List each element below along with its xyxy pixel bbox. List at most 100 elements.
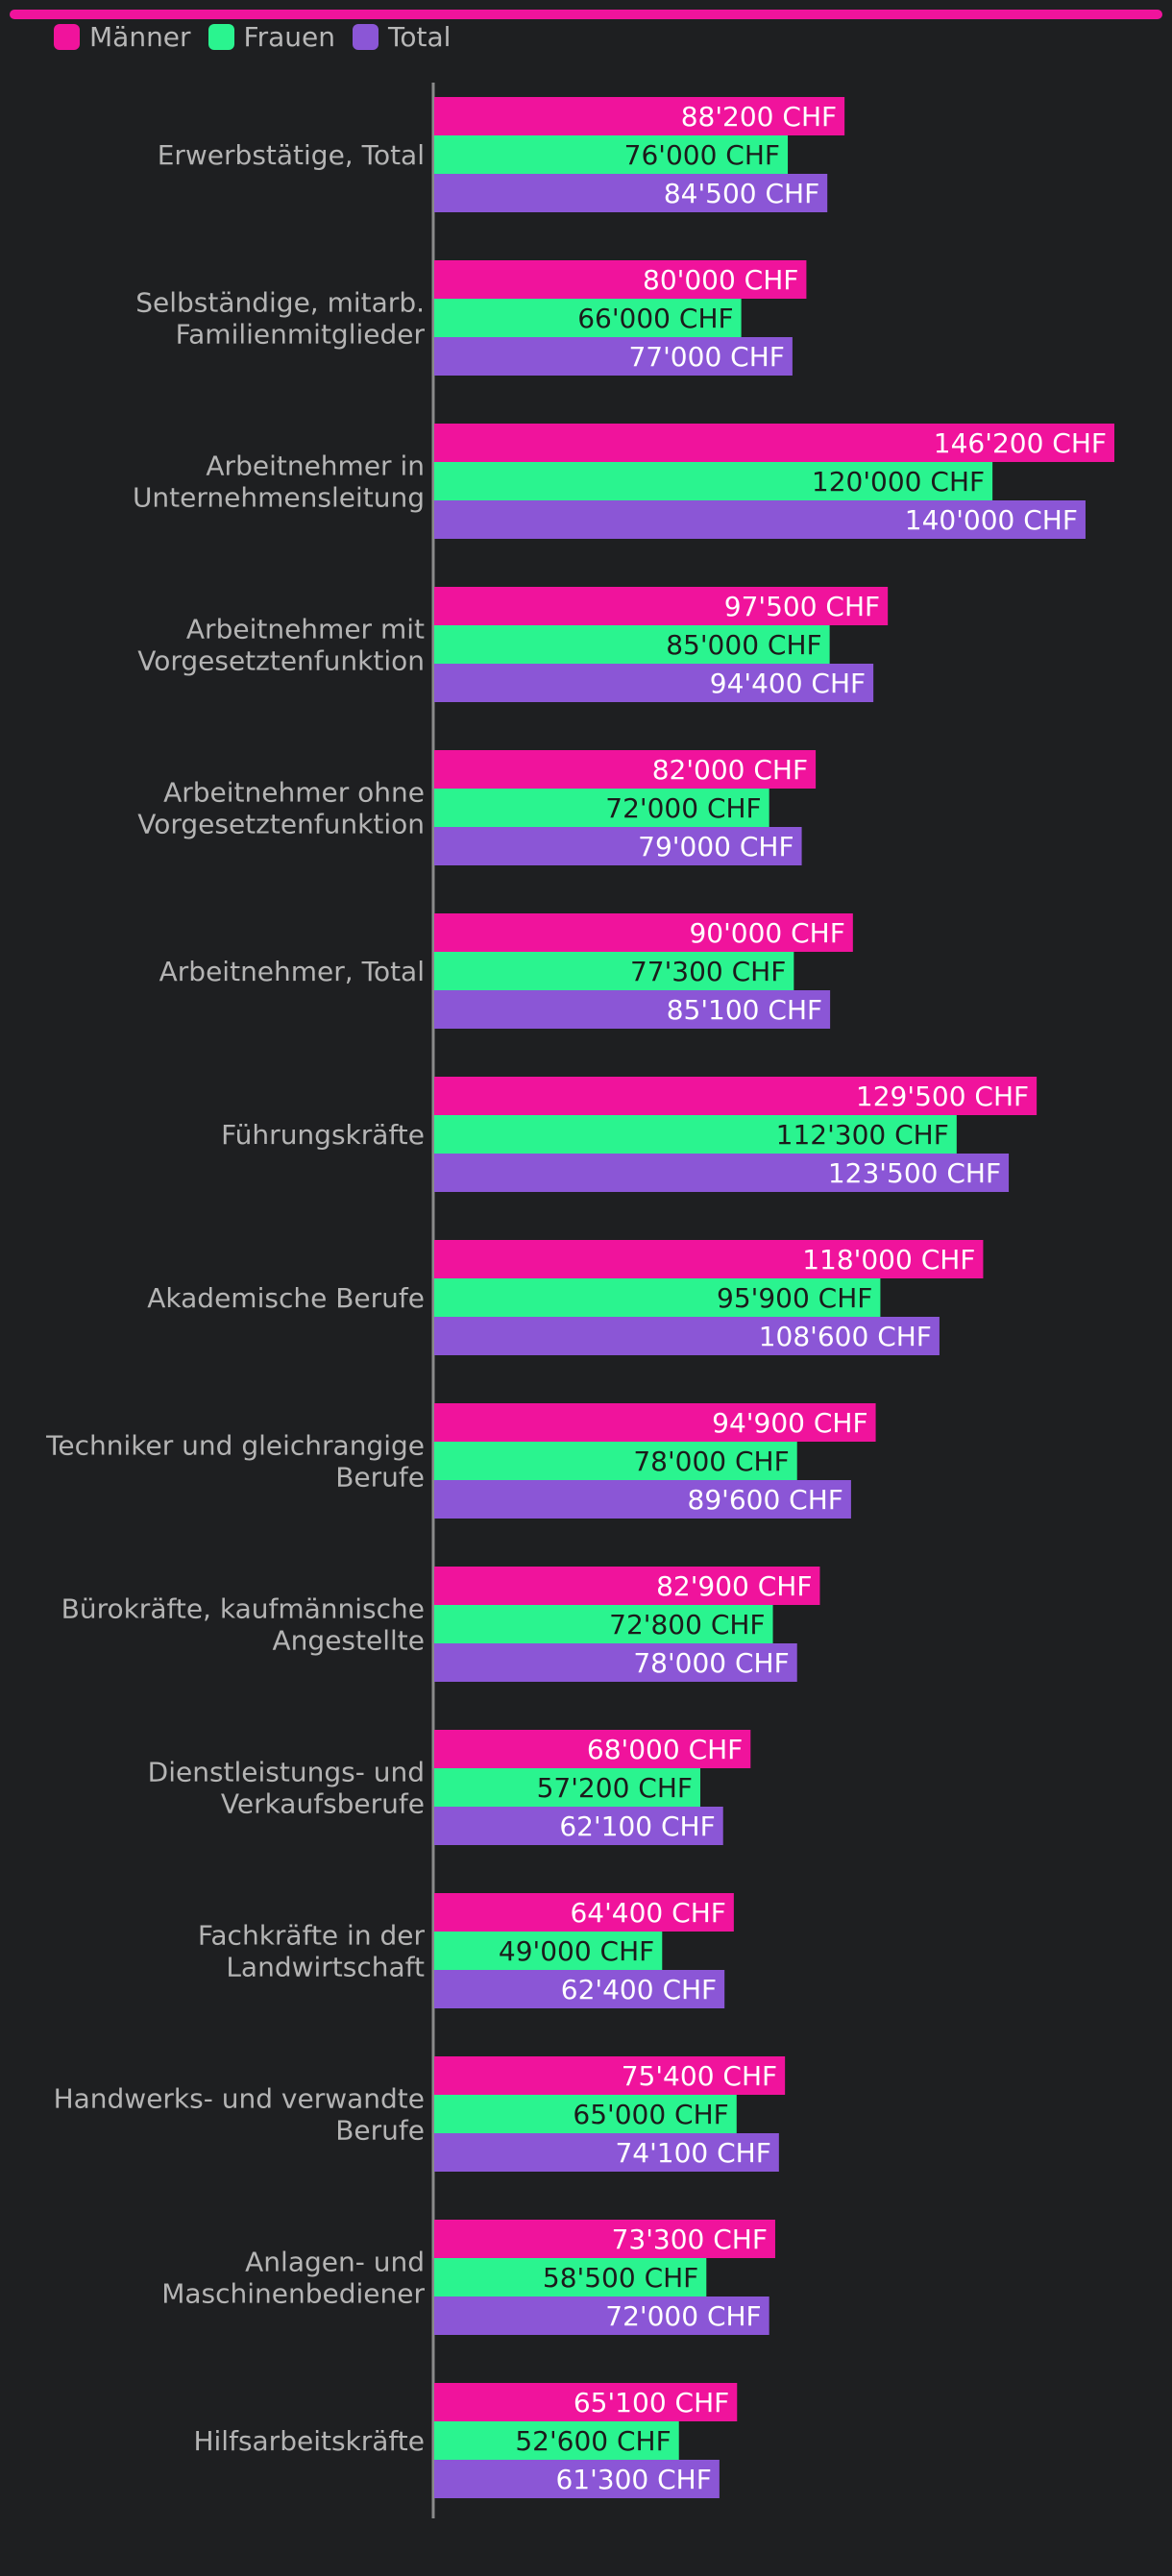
bar-total-hilfsarbeitskraefte[interactable] <box>434 2460 720 2498</box>
bar-value-label: 66'000 CHF <box>577 303 733 334</box>
bar-total-akademische-berufe[interactable] <box>434 1317 940 1355</box>
bar-value-label: 77'300 CHF <box>630 956 786 987</box>
bar-maenner-hilfsarbeitskraefte[interactable] <box>434 2383 738 2421</box>
legend-item-maenner[interactable]: Männer <box>54 21 191 53</box>
bar-frauen-selbstaendige-mitarb-familienmitglieder[interactable] <box>434 299 742 337</box>
bar-value-label: 78'000 CHF <box>633 1647 789 1679</box>
bar-frauen-anlagen-und-maschinenbediener[interactable] <box>434 2258 707 2297</box>
bar-value-label: 88'200 CHF <box>681 101 837 133</box>
bar-frauen-handwerks-und-verwandte-berufe[interactable] <box>434 2095 737 2133</box>
category-label-line: Fachkräfte in der <box>198 1920 426 1952</box>
bar-value-label: 90'000 CHF <box>689 917 844 949</box>
bar-maenner-selbstaendige-mitarb-familienmitglieder[interactable] <box>434 260 807 299</box>
bar-frauen-akademische-berufe[interactable] <box>434 1278 881 1317</box>
bar-frauen-hilfsarbeitskraefte[interactable] <box>434 2421 679 2460</box>
category-label-fuehrungskraefte: Führungskräfte <box>221 1119 425 1151</box>
category-label-dienstleistungs-und-verkaufsberufe: Dienstleistungs- und Verkaufsberufe <box>148 1757 425 1820</box>
category-label-buerokraefte-kaufmaennische-angestellte: Bürokräfte, kaufmännische Angestellte <box>61 1593 425 1657</box>
bar-frauen-arbeitnehmer-in-unternehmensleitung[interactable] <box>434 462 993 500</box>
legend-item-frauen[interactable]: Frauen <box>208 21 335 53</box>
bar-total-selbstaendige-mitarb-familienmitglieder[interactable] <box>434 337 793 376</box>
bar-value-label: 57'200 CHF <box>537 1772 693 1804</box>
category-label-line: Vorgesetztenfunktion <box>137 809 425 840</box>
category-label-anlagen-und-maschinenbediener: Anlagen- und Maschinenbediener <box>161 2247 425 2310</box>
bar-maenner-erwerbstaetige-total[interactable] <box>434 97 845 135</box>
legend-swatch-frauen <box>208 24 234 50</box>
category-label-handwerks-und-verwandte-berufe: Handwerks- und verwandte Berufe <box>54 2083 425 2147</box>
legend-label-maenner: Männer <box>89 21 191 53</box>
bar-value-label: 75'400 CHF <box>622 2060 777 2092</box>
legend-swatch-maenner <box>54 24 80 50</box>
bar-value-label: 84'500 CHF <box>664 178 819 209</box>
bar-maenner-akademische-berufe[interactable] <box>434 1240 984 1278</box>
bar-total-arbeitnehmer-in-unternehmensleitung[interactable] <box>434 500 1086 539</box>
bar-frauen-fachkraefte-in-der-landwirtschaft[interactable] <box>434 1932 663 1970</box>
category-label-arbeitnehmer-in-unternehmensleitung: Arbeitnehmer in Unternehmensleitung <box>133 450 425 514</box>
bar-total-handwerks-und-verwandte-berufe[interactable] <box>434 2133 779 2172</box>
category-label-arbeitnehmer-mit-vorgesetztenfunktion: Arbeitnehmer mit Vorgesetztenfunktion <box>137 614 425 677</box>
bar-value-label: 72'000 CHF <box>605 2300 761 2332</box>
legend-label-frauen: Frauen <box>243 21 336 53</box>
bar-frauen-erwerbstaetige-total[interactable] <box>434 135 789 174</box>
bar-frauen-buerokraefte-kaufmaennische-angestellte[interactable] <box>434 1605 773 1643</box>
bar-total-fuehrungskraefte[interactable] <box>434 1154 1010 1192</box>
bar-total-anlagen-und-maschinenbediener[interactable] <box>434 2297 769 2335</box>
category-label-line: Berufe <box>335 1462 425 1494</box>
bar-value-label: 94'900 CHF <box>712 1407 867 1439</box>
bar-maenner-dienstleistungs-und-verkaufsberufe[interactable] <box>434 1730 751 1768</box>
bar-maenner-buerokraefte-kaufmaennische-angestellte[interactable] <box>434 1567 820 1605</box>
category-label-line: Handwerks- und verwandte <box>54 2083 425 2115</box>
bar-frauen-techniker-und-gleichrangige-berufe[interactable] <box>434 1442 797 1480</box>
bar-total-techniker-und-gleichrangige-berufe[interactable] <box>434 1480 851 1519</box>
category-label-line: Landwirtschaft <box>226 1952 425 1983</box>
bar-frauen-arbeitnehmer-ohne-vorgesetztenfunktion[interactable] <box>434 789 769 827</box>
category-label-arbeitnehmer-ohne-vorgesetztenfunktion: Arbeitnehmer ohne Vorgesetztenfunktion <box>137 777 425 840</box>
category-label-line: Dienstleistungs- und <box>148 1757 425 1788</box>
bar-value-label: 108'600 CHF <box>759 1321 932 1352</box>
bar-value-label: 80'000 CHF <box>643 264 798 296</box>
bar-value-label: 79'000 CHF <box>638 831 794 863</box>
bar-total-arbeitnehmer-total[interactable] <box>434 990 831 1029</box>
bar-value-label: 73'300 CHF <box>612 2224 768 2255</box>
bar-maenner-techniker-und-gleichrangige-berufe[interactable] <box>434 1403 876 1442</box>
category-label-hilfsarbeitskraefte: Hilfsarbeitskräfte <box>193 2425 425 2457</box>
bar-value-label: 82'000 CHF <box>652 754 808 786</box>
bar-maenner-arbeitnehmer-total[interactable] <box>434 913 853 952</box>
category-label-line: Maschinenbediener <box>161 2278 425 2310</box>
bar-value-label: 78'000 CHF <box>633 1446 789 1477</box>
bar-value-label: 68'000 CHF <box>587 1734 743 1765</box>
category-label-line: Bürokräfte, kaufmännische <box>61 1593 425 1625</box>
bar-maenner-fuehrungskraefte[interactable] <box>434 1077 1038 1115</box>
bar-total-arbeitnehmer-mit-vorgesetztenfunktion[interactable] <box>434 664 874 702</box>
bar-total-fachkraefte-in-der-landwirtschaft[interactable] <box>434 1970 725 2008</box>
bar-total-erwerbstaetige-total[interactable] <box>434 174 828 212</box>
bar-total-arbeitnehmer-ohne-vorgesetztenfunktion[interactable] <box>434 827 802 865</box>
category-label-line: Arbeitnehmer, Total <box>159 956 425 987</box>
bar-value-label: 65'100 CHF <box>574 2387 729 2418</box>
category-label-fachkraefte-in-der-landwirtschaft: Fachkräfte in der Landwirtschaft <box>198 1920 426 1983</box>
category-label-line: Arbeitnehmer in <box>206 450 425 482</box>
category-label-techniker-und-gleichrangige-berufe: Techniker und gleichrangige Berufe <box>45 1430 425 1494</box>
bar-frauen-dienstleistungs-und-verkaufsberufe[interactable] <box>434 1768 701 1807</box>
bar-maenner-anlagen-und-maschinenbediener[interactable] <box>434 2220 775 2258</box>
bar-value-label: 58'500 CHF <box>543 2262 698 2294</box>
top-accent-bar <box>10 10 1162 19</box>
bar-frauen-arbeitnehmer-total[interactable] <box>434 952 794 990</box>
category-label-line: Akademische Berufe <box>147 1282 425 1314</box>
bar-maenner-arbeitnehmer-ohne-vorgesetztenfunktion[interactable] <box>434 750 817 789</box>
category-label-akademische-berufe: Akademische Berufe <box>147 1282 425 1314</box>
bar-value-label: 146'200 CHF <box>934 427 1107 459</box>
bar-value-label: 120'000 CHF <box>812 466 985 498</box>
bar-maenner-arbeitnehmer-in-unternehmensleitung[interactable] <box>434 424 1114 462</box>
legend-label-total: Total <box>388 21 452 53</box>
bar-value-label: 95'900 CHF <box>717 1282 872 1314</box>
bar-frauen-fuehrungskraefte[interactable] <box>434 1115 957 1154</box>
legend-item-total[interactable]: Total <box>353 21 451 53</box>
bar-value-label: 49'000 CHF <box>499 1935 654 1967</box>
bar-maenner-arbeitnehmer-mit-vorgesetztenfunktion[interactable] <box>434 587 889 625</box>
bar-maenner-handwerks-und-verwandte-berufe[interactable] <box>434 2056 786 2095</box>
bar-total-buerokraefte-kaufmaennische-angestellte[interactable] <box>434 1643 797 1682</box>
bar-maenner-fachkraefte-in-der-landwirtschaft[interactable] <box>434 1893 734 1932</box>
bar-total-dienstleistungs-und-verkaufsberufe[interactable] <box>434 1807 723 1845</box>
bar-frauen-arbeitnehmer-mit-vorgesetztenfunktion[interactable] <box>434 625 830 664</box>
